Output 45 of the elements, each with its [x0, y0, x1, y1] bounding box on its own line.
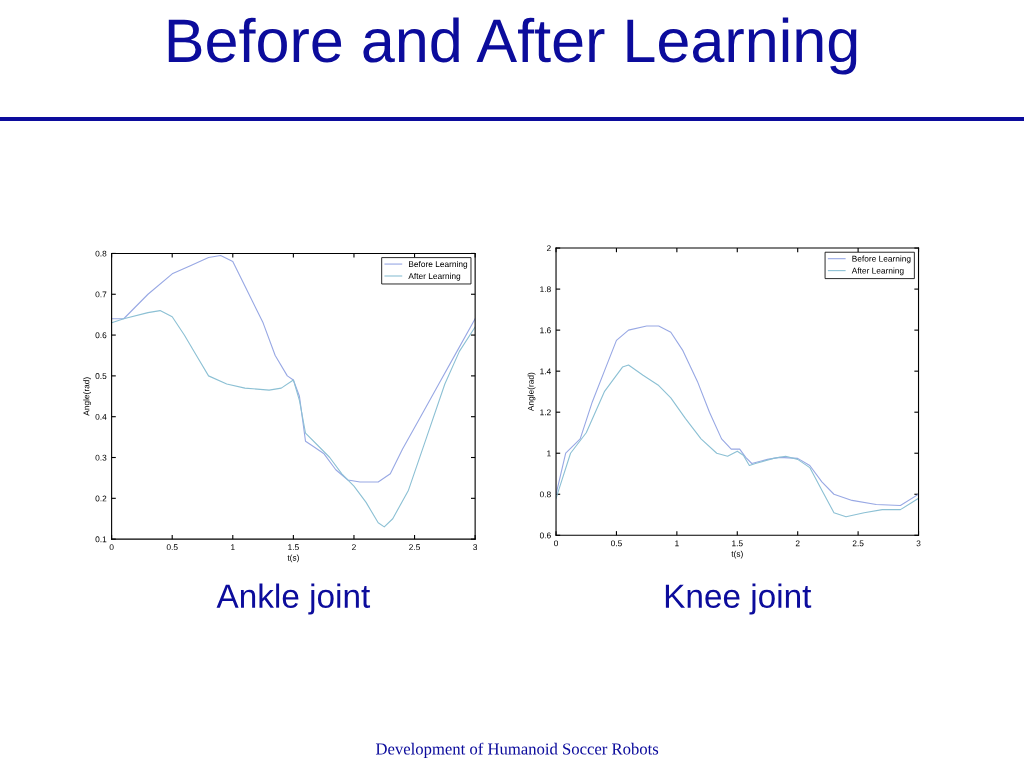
y-tick-label: 0.8 [539, 491, 551, 498]
y-axis-title: Angle(rad) [527, 372, 536, 412]
x-tick-label: 0.5 [166, 544, 178, 551]
legend-label: After Learning [851, 267, 904, 276]
y-tick-label: 1 [547, 450, 551, 457]
y-tick-label: 0.7 [95, 291, 107, 298]
x-tick-label: 0 [109, 544, 114, 551]
y-tick-label: 1.2 [540, 409, 551, 416]
y-axis-title: Angle(rad) [83, 377, 91, 416]
x-tick-label: 1 [231, 544, 235, 551]
x-tick-label: 0 [554, 540, 559, 547]
legend-label: After Learning [408, 272, 461, 281]
legend-label: Before Learning [409, 260, 468, 269]
x-tick-label: 2.5 [852, 540, 864, 547]
y-tick-label: 0.6 [539, 532, 551, 539]
x-tick-label: 2.5 [409, 544, 420, 551]
text: Knee joint [665, 583, 812, 615]
y-tick-label: 2 [546, 245, 551, 252]
text: Development of Humanoid Soccer Robots [375, 742, 659, 758]
x-tick-label: 1.5 [288, 544, 299, 551]
y-tick-label: 0.4 [95, 413, 107, 420]
y-tick-label: 1.4 [540, 368, 551, 375]
x-tick-label: 0.5 [610, 540, 622, 547]
y-tick-label: 0.6 [95, 332, 107, 339]
y-tick-label: 0.3 [95, 454, 107, 461]
y-tick-label: 0.5 [95, 373, 107, 379]
y-tick-label: 1.6 [540, 327, 551, 334]
x-tick-label: 1.5 [732, 540, 743, 547]
y-tick-label: 0.2 [95, 495, 107, 502]
x-tick-label: 2 [352, 544, 356, 551]
line-series [556, 364, 919, 518]
x-tick-label: 3 [916, 540, 921, 547]
x-tick-label: 3 [473, 544, 478, 551]
x-tick-label: 1 [675, 540, 679, 547]
y-tick-label: 0.8 [95, 250, 107, 257]
text: Ankle joint [216, 583, 371, 615]
y-tick-label: 0.1 [95, 536, 107, 543]
legend-label: Before Learning [852, 255, 911, 264]
text: Before and After Learning [168, 17, 857, 75]
x-axis-title: t(s) [731, 550, 743, 559]
line-series [111, 310, 476, 528]
x-tick-label: 2 [795, 540, 800, 547]
x-axis-title: t(s) [287, 554, 299, 563]
line-series [556, 325, 919, 507]
y-tick-label: 1.8 [540, 286, 551, 293]
